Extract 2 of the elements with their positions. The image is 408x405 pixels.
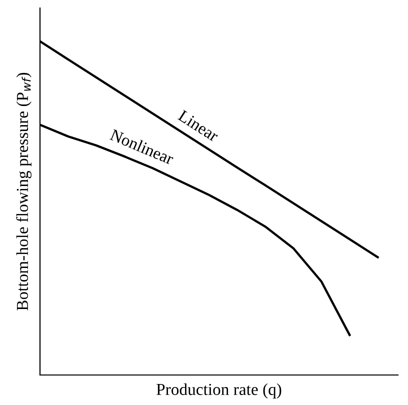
x-axis-title: Production rate (q) (156, 383, 282, 398)
y-axis-title: Bottom-hole flowing pressure (P$_{wf}$) (16, 72, 32, 310)
